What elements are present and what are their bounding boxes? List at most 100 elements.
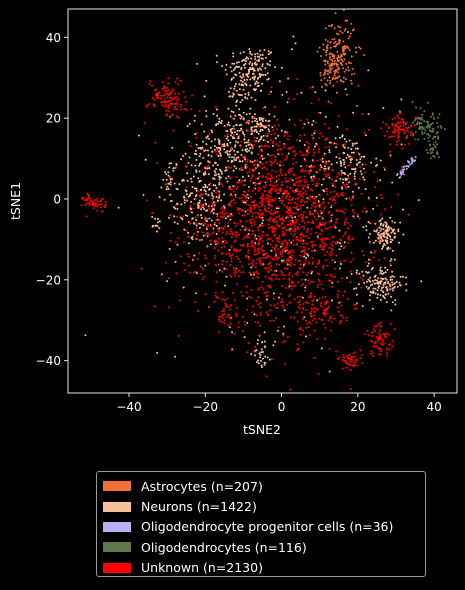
data-point bbox=[363, 131, 366, 134]
data-point bbox=[304, 169, 307, 172]
data-point bbox=[174, 241, 177, 244]
data-point bbox=[339, 242, 342, 245]
data-point bbox=[233, 62, 236, 65]
data-point bbox=[237, 135, 240, 138]
data-point bbox=[195, 170, 198, 173]
data-point bbox=[198, 164, 201, 167]
data-point bbox=[242, 73, 245, 76]
data-point bbox=[261, 120, 264, 123]
data-point bbox=[221, 298, 223, 301]
data-point bbox=[279, 147, 282, 150]
data-point bbox=[184, 96, 187, 99]
data-point bbox=[231, 117, 234, 120]
data-point bbox=[268, 120, 271, 122]
data-point bbox=[256, 159, 259, 162]
data-point bbox=[189, 145, 192, 147]
data-point bbox=[314, 231, 317, 234]
data-point bbox=[333, 63, 336, 66]
data-point bbox=[312, 213, 314, 216]
data-point bbox=[193, 232, 195, 235]
data-point bbox=[322, 210, 325, 213]
data-point bbox=[207, 160, 210, 163]
data-point bbox=[244, 62, 247, 65]
data-point bbox=[344, 359, 347, 362]
data-point bbox=[336, 161, 338, 164]
data-point bbox=[281, 195, 284, 198]
data-point bbox=[298, 307, 301, 310]
data-point bbox=[342, 294, 345, 297]
data-point bbox=[389, 285, 392, 288]
data-point bbox=[312, 137, 315, 140]
data-point bbox=[175, 99, 178, 102]
data-point bbox=[183, 228, 186, 231]
data-point bbox=[199, 179, 202, 182]
data-point bbox=[153, 98, 156, 101]
data-point bbox=[360, 192, 363, 195]
data-point bbox=[185, 109, 188, 111]
data-point bbox=[196, 62, 199, 65]
data-point bbox=[382, 231, 385, 234]
data-point bbox=[195, 143, 198, 146]
data-point bbox=[252, 189, 254, 192]
data-point bbox=[234, 267, 237, 270]
data-point bbox=[250, 96, 253, 99]
data-point bbox=[323, 77, 326, 80]
data-point bbox=[270, 174, 273, 177]
data-point bbox=[301, 296, 304, 299]
data-point bbox=[256, 59, 259, 62]
data-point bbox=[356, 213, 359, 216]
data-point bbox=[288, 214, 291, 217]
data-point bbox=[254, 116, 256, 119]
data-point bbox=[246, 148, 248, 150]
data-point bbox=[256, 258, 259, 261]
data-point bbox=[104, 200, 107, 203]
data-point bbox=[430, 115, 433, 118]
data-point bbox=[177, 116, 180, 119]
data-point bbox=[296, 274, 299, 277]
data-point bbox=[267, 207, 270, 210]
data-point bbox=[263, 331, 266, 334]
data-point bbox=[317, 225, 320, 228]
data-point bbox=[319, 132, 322, 135]
data-point bbox=[296, 188, 298, 191]
data-point bbox=[328, 66, 331, 69]
data-point bbox=[215, 280, 218, 283]
scatter-points bbox=[80, 8, 446, 391]
data-point bbox=[225, 268, 228, 271]
data-point bbox=[295, 177, 298, 180]
data-point bbox=[238, 113, 240, 116]
data-point bbox=[324, 310, 327, 313]
data-point bbox=[372, 256, 375, 259]
data-point bbox=[223, 206, 226, 209]
data-point bbox=[284, 177, 287, 180]
data-point bbox=[200, 189, 203, 191]
data-point bbox=[208, 217, 211, 220]
data-point bbox=[225, 169, 228, 172]
data-point bbox=[313, 145, 316, 148]
data-point bbox=[273, 132, 276, 135]
data-point bbox=[272, 298, 275, 301]
data-point bbox=[247, 57, 250, 60]
data-point bbox=[276, 244, 279, 247]
data-point bbox=[382, 228, 385, 231]
data-point bbox=[217, 242, 220, 245]
data-point bbox=[289, 207, 292, 210]
data-point bbox=[295, 221, 298, 224]
data-point bbox=[280, 172, 282, 174]
data-point bbox=[249, 50, 252, 53]
data-point bbox=[382, 166, 385, 169]
data-point bbox=[287, 77, 290, 80]
data-point bbox=[372, 241, 375, 244]
data-point bbox=[232, 266, 235, 269]
data-point bbox=[208, 207, 211, 210]
data-point bbox=[393, 282, 396, 285]
data-point bbox=[154, 217, 157, 220]
data-point bbox=[330, 219, 333, 222]
data-point bbox=[263, 145, 266, 148]
data-point bbox=[259, 75, 262, 78]
data-point bbox=[271, 169, 273, 172]
data-point bbox=[162, 178, 165, 181]
data-point bbox=[242, 75, 245, 78]
data-point bbox=[386, 288, 389, 291]
data-point bbox=[253, 246, 256, 249]
